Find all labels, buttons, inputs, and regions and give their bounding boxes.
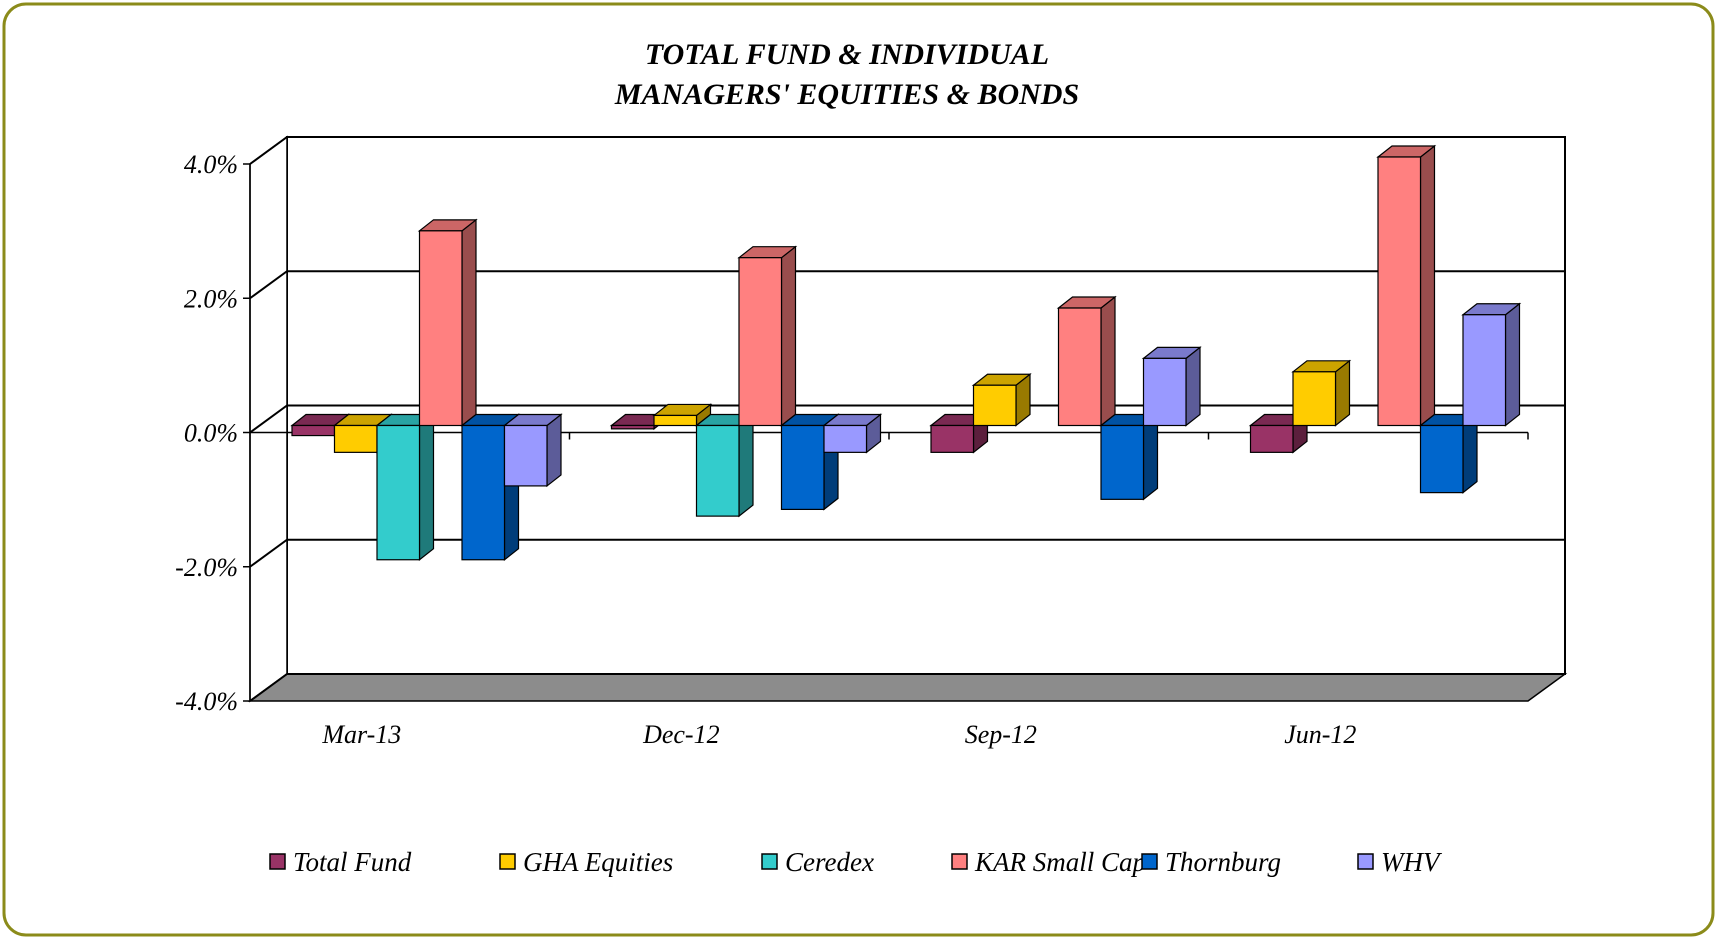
x-tick-label: Dec-12 xyxy=(642,720,720,749)
y-tick-label: 2.0% xyxy=(184,284,238,313)
y-tick-label: -4.0% xyxy=(175,687,238,716)
bar xyxy=(333,424,378,453)
bar xyxy=(376,424,421,561)
bar xyxy=(291,424,336,437)
legend-swatch xyxy=(1141,853,1158,870)
bar xyxy=(1292,371,1337,427)
bar-side xyxy=(1462,413,1478,494)
bar xyxy=(1142,357,1187,427)
bar-side xyxy=(1185,346,1201,427)
bar xyxy=(1100,424,1145,500)
bar xyxy=(1462,314,1507,427)
bar xyxy=(653,414,698,427)
bar-side xyxy=(738,413,754,518)
floor xyxy=(247,673,1568,702)
legend-label: GHA Equities xyxy=(523,847,673,877)
chart-title: MANAGERS' EQUITIES & BONDS xyxy=(614,78,1079,111)
y-tick-label: 0.0% xyxy=(184,419,238,448)
legend-swatch xyxy=(269,853,286,870)
bar-side xyxy=(546,413,562,488)
bar-side xyxy=(1419,144,1436,427)
bar-side xyxy=(1100,295,1116,427)
legend-label: Ceredex xyxy=(785,847,874,877)
legend-swatch xyxy=(499,853,516,870)
bar xyxy=(930,424,975,453)
y-tick-label: 4.0% xyxy=(184,150,238,179)
x-tick-label: Sep-12 xyxy=(965,720,1037,749)
grid-line xyxy=(249,538,1565,568)
grid-line xyxy=(249,136,1565,165)
x-tick-label: Jun-12 xyxy=(1284,720,1356,749)
legend-swatch xyxy=(951,853,968,870)
bar xyxy=(780,424,825,511)
grid-line xyxy=(249,404,1565,434)
chart-title: TOTAL FUND & INDIVIDUAL xyxy=(645,38,1049,71)
legend-swatch xyxy=(1357,853,1374,870)
bar xyxy=(503,424,548,487)
bar xyxy=(1057,307,1102,427)
bar xyxy=(418,230,463,427)
bar xyxy=(1377,156,1422,427)
bar-side xyxy=(418,413,435,561)
bar-side xyxy=(1504,302,1521,427)
grid-line xyxy=(249,270,1565,300)
bar xyxy=(695,424,740,517)
grid-line xyxy=(249,673,1565,702)
bar xyxy=(1419,424,1464,494)
bar-side xyxy=(1142,413,1159,501)
legend-label: Thornburg xyxy=(1165,847,1281,877)
legend-swatch xyxy=(761,853,778,870)
bar xyxy=(738,257,783,427)
bar xyxy=(823,424,868,453)
bar-side xyxy=(461,218,477,427)
x-tick-label: Mar-13 xyxy=(321,720,401,749)
legend-label: Total Fund xyxy=(293,847,412,877)
bar-side xyxy=(780,245,797,427)
y-tick-label: -2.0% xyxy=(175,553,238,582)
legend-label: KAR Small Cap xyxy=(974,847,1146,877)
bar xyxy=(461,424,506,561)
bar xyxy=(610,424,655,430)
legend-label: WHV xyxy=(1381,847,1443,877)
bar xyxy=(1249,424,1294,453)
bar xyxy=(972,384,1017,427)
